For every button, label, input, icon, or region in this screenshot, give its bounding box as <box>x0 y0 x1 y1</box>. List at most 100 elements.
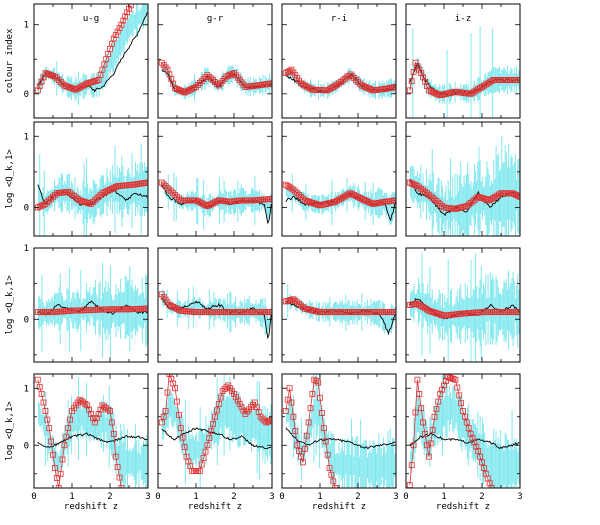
observed-point <box>416 391 423 397</box>
observed-point <box>305 198 312 205</box>
observed-point <box>422 78 428 85</box>
observed-point <box>172 85 179 92</box>
observed-point <box>431 309 438 316</box>
observed-point <box>423 83 430 89</box>
observed-point <box>210 200 217 207</box>
observed-point <box>208 201 215 208</box>
observed-point <box>212 79 218 85</box>
observed-point <box>461 203 468 210</box>
observed-point <box>194 198 201 205</box>
observed-point <box>200 455 207 461</box>
observed-point <box>442 91 449 97</box>
observed-point <box>480 465 487 471</box>
observed-point <box>240 407 247 414</box>
observed-point <box>328 199 335 206</box>
observed-point <box>202 448 209 455</box>
observed-point <box>269 416 272 423</box>
observed-point <box>431 196 438 203</box>
observed-point <box>456 205 463 211</box>
observed-point <box>63 83 70 90</box>
observed-point <box>351 75 358 82</box>
observed-point <box>433 198 440 204</box>
observed-point <box>425 453 432 460</box>
observed-point <box>496 191 503 198</box>
observed-point <box>204 442 211 449</box>
panel-plot-area <box>406 26 520 118</box>
observed-point <box>479 195 485 201</box>
observed-point <box>513 192 520 198</box>
observed-point <box>217 394 224 401</box>
observed-point <box>44 70 51 77</box>
observed-point <box>118 21 125 28</box>
x-tick-label: 1 <box>441 492 446 502</box>
observed-point <box>95 193 102 200</box>
y-tick-label: 0 <box>24 315 29 325</box>
observed-point <box>90 415 96 422</box>
observed-point <box>339 77 346 84</box>
observed-point <box>446 374 453 381</box>
observed-point <box>311 200 318 207</box>
observed-point <box>90 199 96 206</box>
observed-point <box>290 296 297 303</box>
observed-point <box>479 459 485 466</box>
observed-point <box>74 196 81 202</box>
observed-point <box>110 430 117 437</box>
observed-point <box>212 199 218 206</box>
observed-point <box>364 198 371 205</box>
observed-point <box>406 87 413 94</box>
observed-point <box>82 199 89 206</box>
observed-point <box>57 470 64 477</box>
observed-point <box>431 413 438 420</box>
observed-point <box>227 71 234 78</box>
observed-point <box>303 83 310 90</box>
observed-point <box>294 299 301 306</box>
observed-point <box>425 87 432 94</box>
observed-point <box>429 427 436 433</box>
observed-point <box>420 74 427 81</box>
observed-point <box>309 199 316 206</box>
x-tick-label: 1 <box>193 492 198 502</box>
observed-point <box>95 410 102 417</box>
observed-point <box>177 425 184 432</box>
observed-point <box>210 77 217 84</box>
observed-point <box>221 386 228 393</box>
panel-plot-area <box>406 135 520 236</box>
observed-point <box>362 84 369 91</box>
observed-point <box>50 193 56 200</box>
observed-point <box>332 485 339 488</box>
observed-point <box>174 305 180 312</box>
observed-point <box>172 385 179 392</box>
observed-point <box>162 408 169 414</box>
observed-point <box>76 197 83 204</box>
x-tick-label: 3 <box>517 492 522 502</box>
observed-point <box>305 306 312 313</box>
observed-point <box>34 87 41 94</box>
observed-point <box>360 196 367 203</box>
observed-point <box>326 200 333 207</box>
observed-point <box>114 464 121 471</box>
observed-point <box>107 408 113 414</box>
observed-point <box>38 391 45 397</box>
observed-point <box>406 179 413 186</box>
observed-point <box>187 86 194 93</box>
x-tick-label: 3 <box>145 492 150 502</box>
observed-point <box>429 309 436 315</box>
observed-point <box>112 32 119 38</box>
observed-point <box>317 202 323 209</box>
model-line <box>37 432 148 448</box>
observed-point <box>48 72 54 79</box>
observed-point <box>185 87 192 94</box>
observed-point <box>213 407 220 414</box>
observed-point <box>337 79 344 85</box>
observed-point <box>288 399 295 406</box>
observed-point <box>175 306 182 313</box>
observed-point <box>458 400 465 407</box>
observed-point <box>194 82 201 88</box>
observed-point <box>298 302 304 309</box>
observed-point <box>74 85 81 92</box>
observed-point <box>298 80 304 87</box>
y-tick-label: 1 <box>24 21 29 31</box>
observed-point <box>296 448 303 454</box>
observed-point <box>84 80 91 87</box>
